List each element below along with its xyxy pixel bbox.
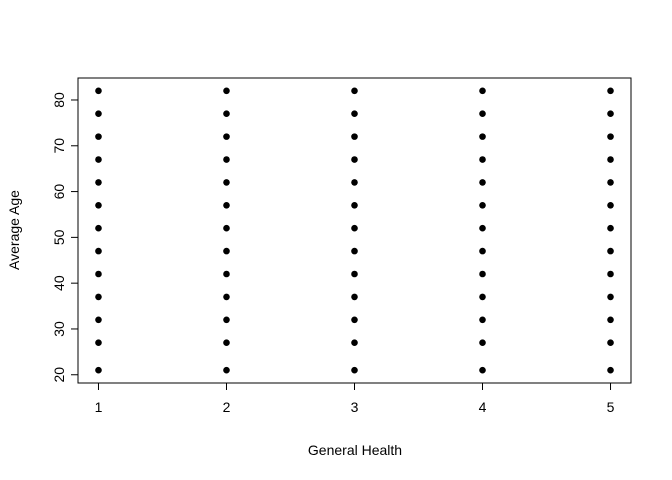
- point: [607, 224, 614, 232]
- point: [479, 247, 486, 255]
- y-tick-label: 20: [51, 367, 67, 383]
- point: [223, 156, 230, 163]
- point: [223, 179, 230, 186]
- point: [95, 270, 102, 278]
- point: [351, 339, 358, 346]
- y-tick-label: 80: [51, 92, 67, 108]
- point: [479, 366, 486, 374]
- point: [607, 87, 614, 95]
- point: [95, 202, 102, 209]
- point: [479, 293, 486, 301]
- point: [223, 133, 230, 140]
- point: [351, 179, 358, 186]
- point: [223, 110, 230, 118]
- point: [223, 247, 230, 255]
- point: [607, 179, 614, 186]
- y-tick-label: 30: [51, 321, 67, 337]
- point: [607, 110, 614, 118]
- point: [351, 87, 358, 95]
- y-axis-label: Average Age: [6, 190, 22, 270]
- point: [95, 247, 102, 255]
- x-tick-label: 1: [95, 399, 103, 415]
- point: [223, 87, 230, 95]
- point: [479, 339, 486, 346]
- point: [95, 339, 102, 346]
- point: [351, 156, 358, 163]
- point: [607, 293, 614, 301]
- x-tick-label: 5: [607, 399, 615, 415]
- point: [95, 156, 102, 163]
- x-axis-label: General Health: [308, 442, 402, 458]
- point: [479, 270, 486, 278]
- point: [223, 202, 230, 209]
- point: [223, 293, 230, 301]
- point: [351, 316, 358, 324]
- point: [95, 293, 102, 301]
- x-tick-label: 3: [351, 399, 359, 415]
- point: [95, 110, 102, 118]
- point: [223, 316, 230, 324]
- point: [607, 316, 614, 324]
- y-tick-label: 40: [51, 275, 67, 291]
- point: [351, 293, 358, 301]
- point: [95, 366, 102, 374]
- y-tick-label: 60: [51, 184, 67, 200]
- point: [479, 316, 486, 324]
- point: [607, 270, 614, 278]
- point: [607, 202, 614, 209]
- point: [95, 316, 102, 324]
- point: [351, 202, 358, 209]
- point: [607, 133, 614, 140]
- point: [351, 247, 358, 255]
- y-tick-label: 50: [51, 229, 67, 245]
- point: [351, 110, 358, 118]
- point: [607, 247, 614, 255]
- point: [223, 270, 230, 278]
- point: [479, 179, 486, 186]
- point: [479, 87, 486, 95]
- point: [223, 224, 230, 232]
- x-tick-label: 2: [223, 399, 231, 415]
- point: [95, 224, 102, 232]
- point: [223, 339, 230, 346]
- point: [479, 156, 486, 163]
- point: [607, 366, 614, 374]
- point: [223, 366, 230, 374]
- point: [95, 87, 102, 95]
- point: [479, 202, 486, 209]
- y-tick-label: 70: [51, 138, 67, 154]
- point: [479, 110, 486, 118]
- point: [351, 133, 358, 140]
- point: [351, 270, 358, 278]
- point: [95, 133, 102, 140]
- point: [607, 156, 614, 163]
- point: [479, 133, 486, 140]
- point: [351, 366, 358, 374]
- x-tick-label: 4: [479, 399, 487, 415]
- point: [607, 339, 614, 346]
- point: [479, 224, 486, 232]
- point: [351, 224, 358, 232]
- point: [95, 179, 102, 186]
